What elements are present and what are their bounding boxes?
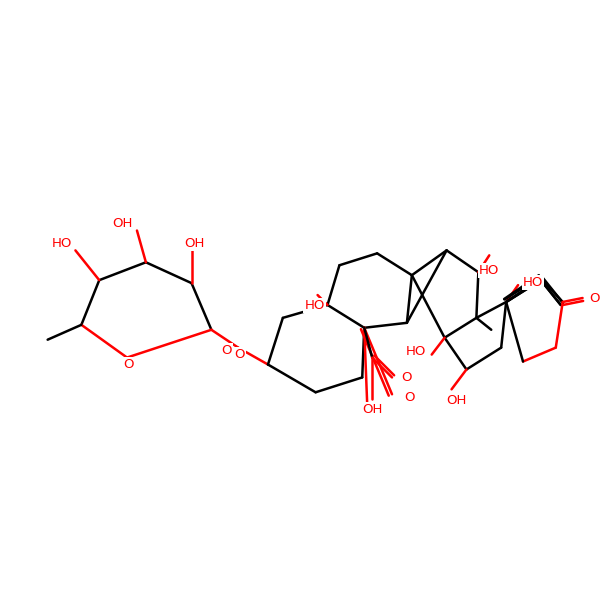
Text: O: O xyxy=(124,358,134,371)
Text: OH: OH xyxy=(362,403,382,416)
Text: O: O xyxy=(234,348,245,361)
Text: O: O xyxy=(401,371,412,384)
Text: O: O xyxy=(590,292,600,305)
Text: HO: HO xyxy=(523,275,543,289)
Text: OH: OH xyxy=(112,217,132,230)
Text: O: O xyxy=(222,344,232,357)
Text: OH: OH xyxy=(184,237,205,250)
Text: HO: HO xyxy=(406,345,426,358)
Text: OH: OH xyxy=(446,394,467,407)
Text: HO: HO xyxy=(52,237,73,250)
Text: O: O xyxy=(404,391,415,404)
Text: HO: HO xyxy=(304,299,325,312)
Text: HO: HO xyxy=(479,264,499,277)
